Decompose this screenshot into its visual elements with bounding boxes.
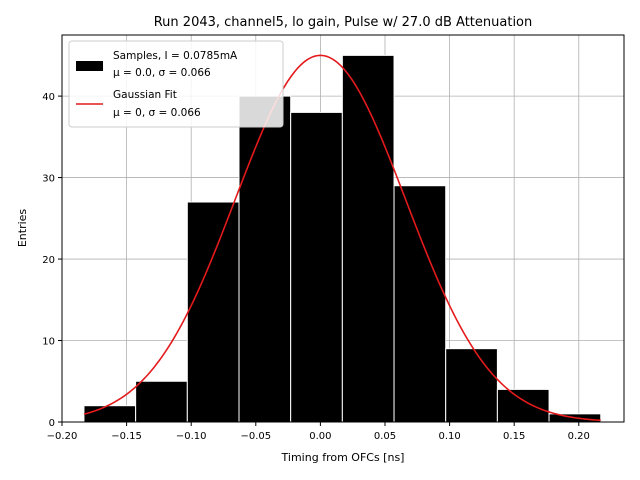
chart-title: Run 2043, channel5, lo gain, Pulse w/ 27… — [154, 15, 533, 30]
y-axis-label: Entries — [16, 209, 29, 248]
x-tick-label: 0.15 — [503, 431, 525, 442]
histogram-bar — [496, 388, 550, 423]
x-tick-label: −0.15 — [111, 431, 142, 442]
legend: Samples, I = 0.0785mA μ = 0.0, σ = 0.066… — [68, 40, 284, 128]
legend-fit-label: Gaussian Fit — [113, 89, 177, 101]
x-tick-label: 0.20 — [568, 431, 590, 442]
y-tick-label: 10 — [42, 337, 55, 348]
histogram-bars — [83, 54, 602, 423]
fit-line — [83, 54, 601, 422]
histogram-bar — [238, 95, 292, 423]
legend-histogram-label: Samples, I = 0.0785mA — [113, 50, 238, 62]
plot-frame — [61, 34, 625, 423]
x-tick-label: 0.00 — [309, 431, 331, 442]
histogram-bar — [83, 405, 137, 423]
gaussian-fit — [83, 54, 601, 422]
histogram-bar — [290, 111, 343, 423]
legend-histogram-swatch — [76, 61, 103, 71]
x-axis-ticks: −0.20 −0.15 −0.10 −0.05 0.00 0.05 0.10 0.15 0.20 — [47, 422, 590, 442]
y-tick-label: 0 — [49, 418, 55, 429]
y-tick-label: 30 — [42, 174, 55, 185]
y-tick-label: 40 — [42, 92, 55, 103]
legend-fit-stats: μ = 0, σ = 0.066 — [113, 107, 201, 119]
histogram-bar — [445, 348, 498, 423]
x-tick-label: 0.10 — [438, 431, 460, 442]
x-tick-label: 0.05 — [374, 431, 396, 442]
y-axis-ticks: 0 10 20 30 40 — [42, 92, 62, 429]
histogram-bar — [393, 185, 447, 423]
y-tick-label: 20 — [42, 255, 55, 266]
legend-box — [68, 40, 284, 128]
x-tick-label: −0.10 — [176, 431, 207, 442]
x-tick-label: −0.20 — [47, 431, 78, 442]
legend-histogram-stats: μ = 0.0, σ = 0.066 — [113, 67, 211, 79]
histogram-bar — [135, 380, 188, 423]
x-tick-label: −0.05 — [240, 431, 271, 442]
histogram-bar — [186, 201, 240, 423]
x-axis-label: Timing from OFCs [ns] — [281, 451, 405, 464]
